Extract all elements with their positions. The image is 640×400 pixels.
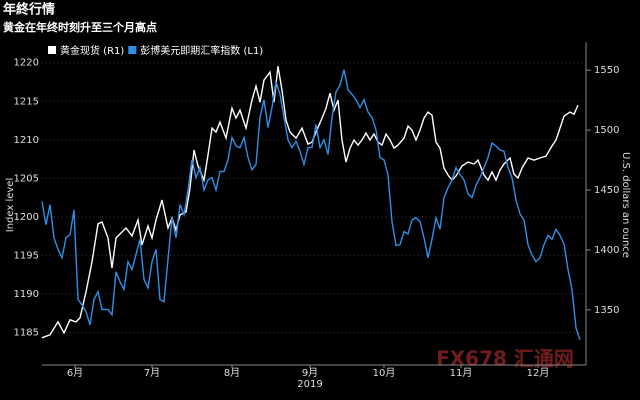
y-tick-label: 1205 — [14, 173, 39, 184]
legend-label: 彭博美元即期汇率指数 (L1) — [140, 44, 263, 57]
legend-swatch — [48, 46, 56, 54]
y-tick-label: 1185 — [14, 328, 39, 339]
y-tick-label: 1190 — [14, 289, 39, 300]
series-line — [41, 69, 581, 340]
x-tick-label: 11月 — [450, 367, 473, 379]
legend-swatch — [128, 46, 137, 54]
y2-tick-label: 1400 — [594, 245, 619, 256]
y-tick-label: 1215 — [14, 96, 39, 107]
series-line — [41, 66, 579, 339]
chart-title: 年終行情 — [3, 2, 55, 18]
watermark: FX678 汇通网 — [436, 347, 574, 371]
x-tick-label: 9月 — [302, 367, 318, 379]
y-tick-label: 1220 — [14, 58, 39, 69]
y2-tick-label: 1550 — [594, 65, 619, 76]
y-tick-label: 1210 — [14, 135, 39, 146]
legend-label: 黄金现货 (R1) — [60, 44, 124, 57]
year-label: 2019 — [297, 379, 322, 390]
chart-subtitle: 黄金在年终时刻升至三个月高点 — [3, 20, 157, 34]
x-tick-label: 7月 — [144, 367, 160, 379]
x-tick-label: 10月 — [373, 367, 396, 379]
y-tick-label: 1195 — [14, 251, 39, 262]
y2-tick-label: 1350 — [594, 305, 619, 316]
x-tick-label: 12月 — [527, 367, 550, 379]
x-tick-label: 6月 — [67, 367, 83, 379]
y2-tick-label: 1500 — [594, 125, 619, 136]
x-tick-label: 8月 — [224, 367, 240, 379]
y-axis-label: Index level — [5, 178, 16, 233]
y2-axis-label: U.S. dollars an ounce — [620, 152, 631, 258]
y-tick-label: 1200 — [14, 212, 39, 223]
y2-tick-label: 1450 — [594, 185, 619, 196]
